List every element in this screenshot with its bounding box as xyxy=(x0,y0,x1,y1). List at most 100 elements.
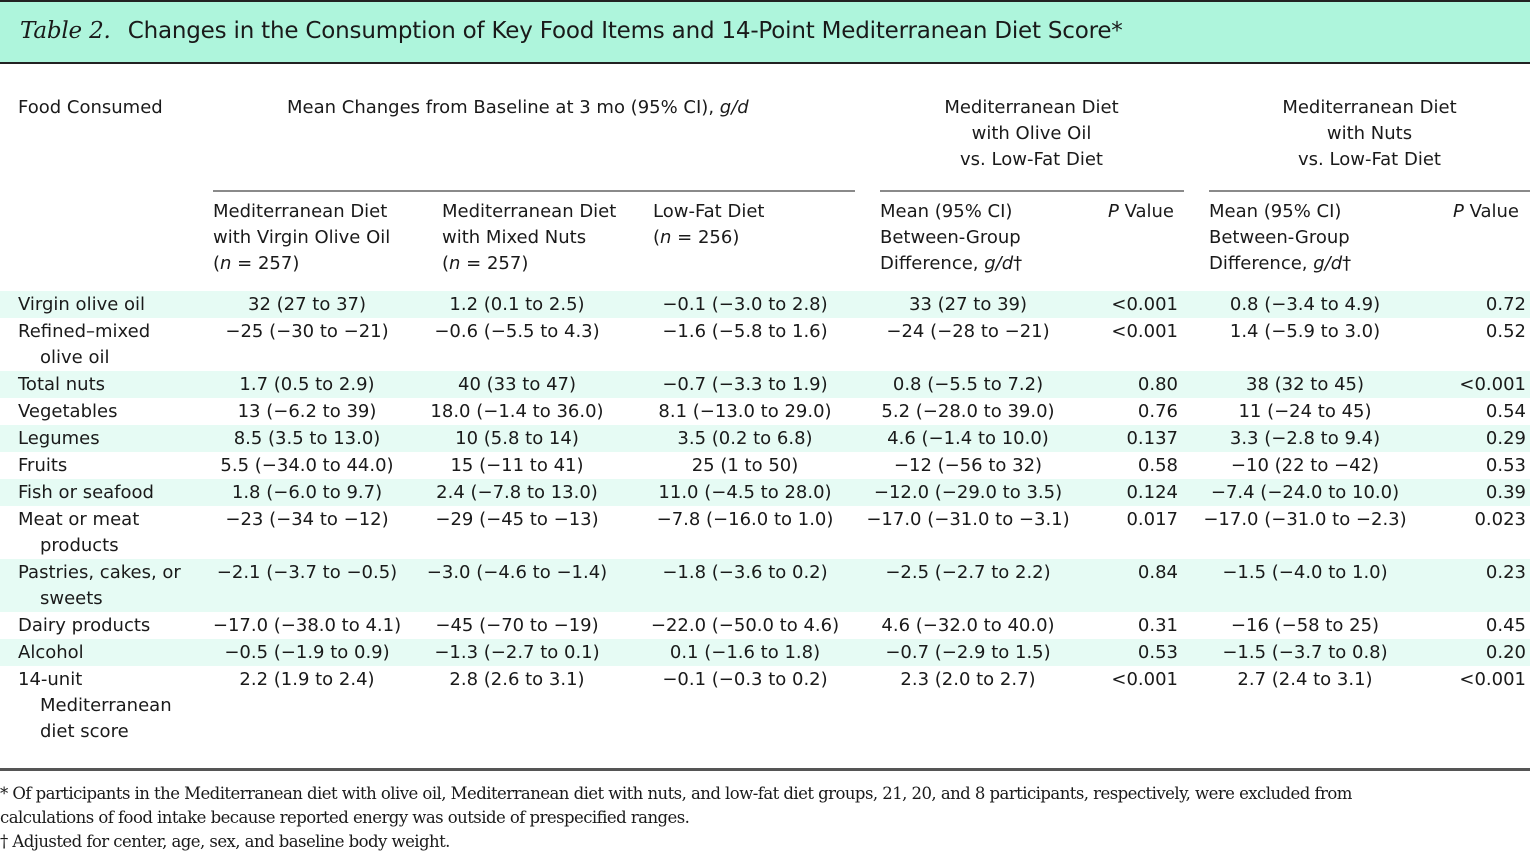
header-text-fragment: n xyxy=(449,253,461,274)
cell-evoo: −25 (−30 to −21) xyxy=(225,321,389,342)
cell-lowfat: 25 (1 to 50) xyxy=(691,455,799,476)
header-olive-vs-lowfat: Mediterranean Diet with Olive Oil vs. Lo… xyxy=(880,95,1183,173)
header-evoo: Mediterranean Diet with Virgin Olive Oil… xyxy=(213,199,390,277)
cell-diff-oil: −0.7 (−2.9 to 1.5) xyxy=(885,642,1051,663)
cell-p-oil: 0.84 xyxy=(1137,562,1178,583)
cell-diff-nuts: 2.7 (2.4 to 3.1) xyxy=(1237,669,1373,690)
food-name-line: products xyxy=(40,535,119,556)
header-nuts-line2b: with Mixed Nuts xyxy=(442,227,587,248)
table-row-shading xyxy=(0,371,1530,398)
header-food-consumed: Food Consumed xyxy=(18,97,163,118)
food-name-line: diet score xyxy=(40,721,129,742)
header-text-fragment: P xyxy=(1108,201,1119,222)
food-name-line: Vegetables xyxy=(18,401,118,422)
header-nuts-line2: with Nuts xyxy=(1326,123,1413,144)
cell-diff-nuts: −17.0 (−31.0 to −2.3) xyxy=(1203,509,1407,530)
food-name-line: Virgin olive oil xyxy=(18,294,146,315)
cell-p-nuts: 0.20 xyxy=(1485,642,1526,663)
header-text-fragment: Value xyxy=(1463,201,1520,222)
header-olive-line2: with Olive Oil xyxy=(971,123,1092,144)
food-name-line: olive oil xyxy=(40,347,110,368)
cell-diff-oil: −12 (−56 to 32) xyxy=(893,455,1043,476)
food-name-line: Fruits xyxy=(18,455,68,476)
food-name: 14-unit Mediterranean diet score xyxy=(18,667,172,745)
cell-lowfat: −1.6 (−5.8 to 1.6) xyxy=(662,321,828,342)
cell-diff-nuts: 0.8 (−3.4 to 4.9) xyxy=(1229,294,1381,315)
food-name-line: Refined–mixed xyxy=(18,321,151,342)
cell-nuts: −3.0 (−4.6 to −1.4) xyxy=(426,562,608,583)
cell-diff-oil: 5.2 (−28.0 to 39.0) xyxy=(881,401,1055,422)
food-name: Vegetables xyxy=(18,399,117,425)
cell-lowfat: 8.1 (−13.0 to 29.0) xyxy=(658,401,832,422)
food-name-line: Total nuts xyxy=(18,374,106,395)
table-caption: Changes in the Consumption of Key Food I… xyxy=(127,18,1123,44)
cell-p-nuts: <0.001 xyxy=(1459,669,1526,690)
footnote-dagger: † Adjusted for center, age, sex, and bas… xyxy=(0,832,450,851)
cell-p-nuts: 0.39 xyxy=(1485,482,1526,503)
food-name: Fruits xyxy=(18,453,67,479)
cell-nuts: 2.8 (2.6 to 3.1) xyxy=(449,669,585,690)
table-title: Table 2. Changes in the Consumption of K… xyxy=(20,18,1123,44)
table-row-shading xyxy=(0,291,1530,318)
header-nuts-line1: Mediterranean Diet xyxy=(1282,97,1457,118)
header-diff-olive-line2: Between-Group xyxy=(880,227,1021,248)
cell-p-nuts: 0.23 xyxy=(1485,562,1526,583)
cell-p-nuts: 0.53 xyxy=(1485,455,1526,476)
cell-lowfat: −22.0 (−50.0 to 4.6) xyxy=(650,615,840,636)
cell-p-nuts: 0.023 xyxy=(1474,509,1526,530)
header-nuts-vs-lowfat: Mediterranean Diet with Nuts vs. Low-Fat… xyxy=(1209,95,1530,173)
header-olive-line1: Mediterranean Diet xyxy=(944,97,1119,118)
header-text-fragment: Difference, xyxy=(1209,253,1314,274)
cell-diff-nuts: −10 (22 to −42) xyxy=(1230,455,1380,476)
header-diff-olive-line3: Difference, g/d† xyxy=(880,251,1022,277)
cell-p-oil: 0.017 xyxy=(1126,509,1178,530)
cell-p-nuts: 0.54 xyxy=(1485,401,1526,422)
cell-p-nuts: 0.29 xyxy=(1485,428,1526,449)
header-text-fragment: ( xyxy=(213,253,221,274)
cell-nuts: 2.4 (−7.8 to 13.0) xyxy=(436,482,598,503)
footnote-asterisk-line2: calculations of food intake because repo… xyxy=(0,808,690,827)
table-number: Table 2. xyxy=(20,18,111,44)
cell-evoo: 32 (27 to 37) xyxy=(248,294,366,315)
cell-evoo: −17.0 (−38.0 to 4.1) xyxy=(212,615,402,636)
food-name: Virgin olive oil xyxy=(18,292,145,318)
food-name: Total nuts xyxy=(18,372,105,398)
table-title-bar: Table 2. Changes in the Consumption of K… xyxy=(0,0,1530,64)
cell-lowfat: 11.0 (−4.5 to 28.0) xyxy=(658,482,832,503)
table-row-shading xyxy=(0,639,1530,666)
cell-nuts: −1.3 (−2.7 to 0.1) xyxy=(434,642,600,663)
cell-diff-oil: 0.8 (−5.5 to 7.2) xyxy=(892,374,1044,395)
cell-p-oil: 0.137 xyxy=(1126,428,1178,449)
cell-p-oil: 0.31 xyxy=(1137,615,1178,636)
food-name-line: Dairy products xyxy=(18,615,151,636)
cell-evoo: 1.7 (0.5 to 2.9) xyxy=(239,374,375,395)
cell-evoo: −23 (−34 to −12) xyxy=(225,509,389,530)
header-text-fragment: g/d xyxy=(984,253,1014,274)
cell-p-oil: 0.124 xyxy=(1126,482,1178,503)
cell-evoo: −0.5 (−1.9 to 0.9) xyxy=(224,642,390,663)
header-olive-line3: vs. Low-Fat Diet xyxy=(960,149,1103,170)
cell-diff-nuts: −16 (−58 to 25) xyxy=(1230,615,1380,636)
cell-nuts: −29 (−45 to −13) xyxy=(435,509,599,530)
cell-lowfat: −0.7 (−3.3 to 1.9) xyxy=(662,374,828,395)
cell-p-oil: 0.58 xyxy=(1137,455,1178,476)
cell-nuts: −45 (−70 to −19) xyxy=(435,615,599,636)
cell-lowfat: 3.5 (0.2 to 6.8) xyxy=(677,428,813,449)
cell-evoo: −2.1 (−3.7 to −0.5) xyxy=(216,562,398,583)
cell-evoo: 1.8 (−6.0 to 9.7) xyxy=(231,482,383,503)
header-text-fragment: n xyxy=(660,227,672,248)
cell-p-oil: 0.76 xyxy=(1137,401,1178,422)
header-diff-nuts-line3: Difference, g/d† xyxy=(1209,251,1351,277)
header-text-fragment: g/d xyxy=(1313,253,1343,274)
cell-diff-nuts: −1.5 (−4.0 to 1.0) xyxy=(1222,562,1388,583)
cell-diff-nuts: 38 (32 to 45) xyxy=(1246,374,1364,395)
cell-p-nuts: 0.45 xyxy=(1485,615,1526,636)
cell-evoo: 5.5 (−34.0 to 44.0) xyxy=(220,455,394,476)
cell-diff-nuts: −7.4 (−24.0 to 10.0) xyxy=(1210,482,1400,503)
spanner-rule-olive xyxy=(880,190,1184,192)
header-nuts-line1b: Mediterranean Diet xyxy=(442,201,617,222)
header-evoo-n: (n = 257) xyxy=(213,251,390,277)
cell-diff-oil: 4.6 (−1.4 to 10.0) xyxy=(887,428,1049,449)
header-lowfat-n: (n = 256) xyxy=(653,225,764,251)
food-name: Pastries, cakes, or sweets xyxy=(18,560,181,612)
